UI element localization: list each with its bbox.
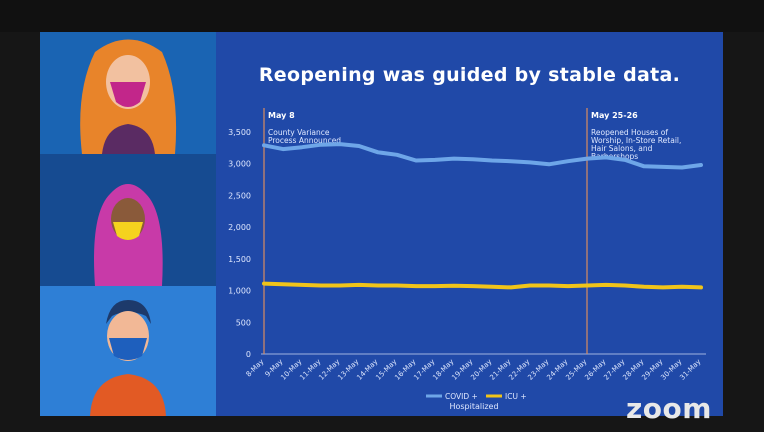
video-top-bar (0, 0, 764, 32)
legend-label: ICU + (505, 392, 527, 401)
zoom-logo: zoom (626, 392, 712, 425)
video-left-bar (0, 32, 40, 416)
annotation-text: County Variance (268, 128, 330, 137)
y-tick-label: 0 (246, 350, 251, 359)
y-tick-label: 3,000 (228, 160, 251, 169)
video-bottom-bar (0, 416, 764, 432)
y-tick-label: 500 (236, 318, 251, 327)
illustration-sidebar (40, 32, 216, 416)
chart-area: Reopening was guided by stable data. 0 50… (216, 32, 723, 416)
illustration-panel-woman-hijab (40, 154, 216, 286)
x-tick-label: 8-May (245, 358, 266, 379)
presentation-slide: Reopening was guided by stable data. 0 50… (40, 32, 723, 416)
annotation-text: Barbershops (591, 152, 638, 161)
line-chart: 05001,0001,5002,0002,5003,0003,5008-May9… (228, 108, 706, 411)
annotation-text: Hair Salons, and (591, 144, 653, 153)
y-tick-label: 1,000 (228, 287, 251, 296)
woman-with-mask-illustration (80, 39, 177, 154)
series-line-covid (262, 142, 703, 170)
y-tick-label: 2,000 (228, 223, 251, 232)
annotation-heading: May 8 (268, 111, 295, 120)
series-line-icu (262, 281, 703, 290)
y-tick-label: 1,500 (228, 255, 251, 264)
x-axis-title: Hospitalized (449, 402, 498, 411)
y-tick-label: 3,500 (228, 128, 251, 137)
woman-with-hijab-illustration (94, 184, 163, 286)
annotation-text: Process Announced (268, 136, 341, 145)
illustration-panel-woman-mask (40, 32, 216, 154)
annotation-text: Worship, In-Store Retail, (591, 136, 681, 145)
x-tick-label: 31-May (678, 358, 702, 382)
legend-label: COVID + (445, 392, 478, 401)
y-tick-label: 2,500 (228, 191, 251, 200)
video-right-bar (723, 32, 764, 416)
slide-title: Reopening was guided by stable data. (258, 64, 681, 86)
annotation-heading: May 25-26 (591, 111, 638, 120)
illustration-panel-man-mask (40, 286, 216, 416)
man-with-mask-illustration (90, 300, 166, 416)
annotation-text: Reopened Houses of (591, 128, 668, 137)
